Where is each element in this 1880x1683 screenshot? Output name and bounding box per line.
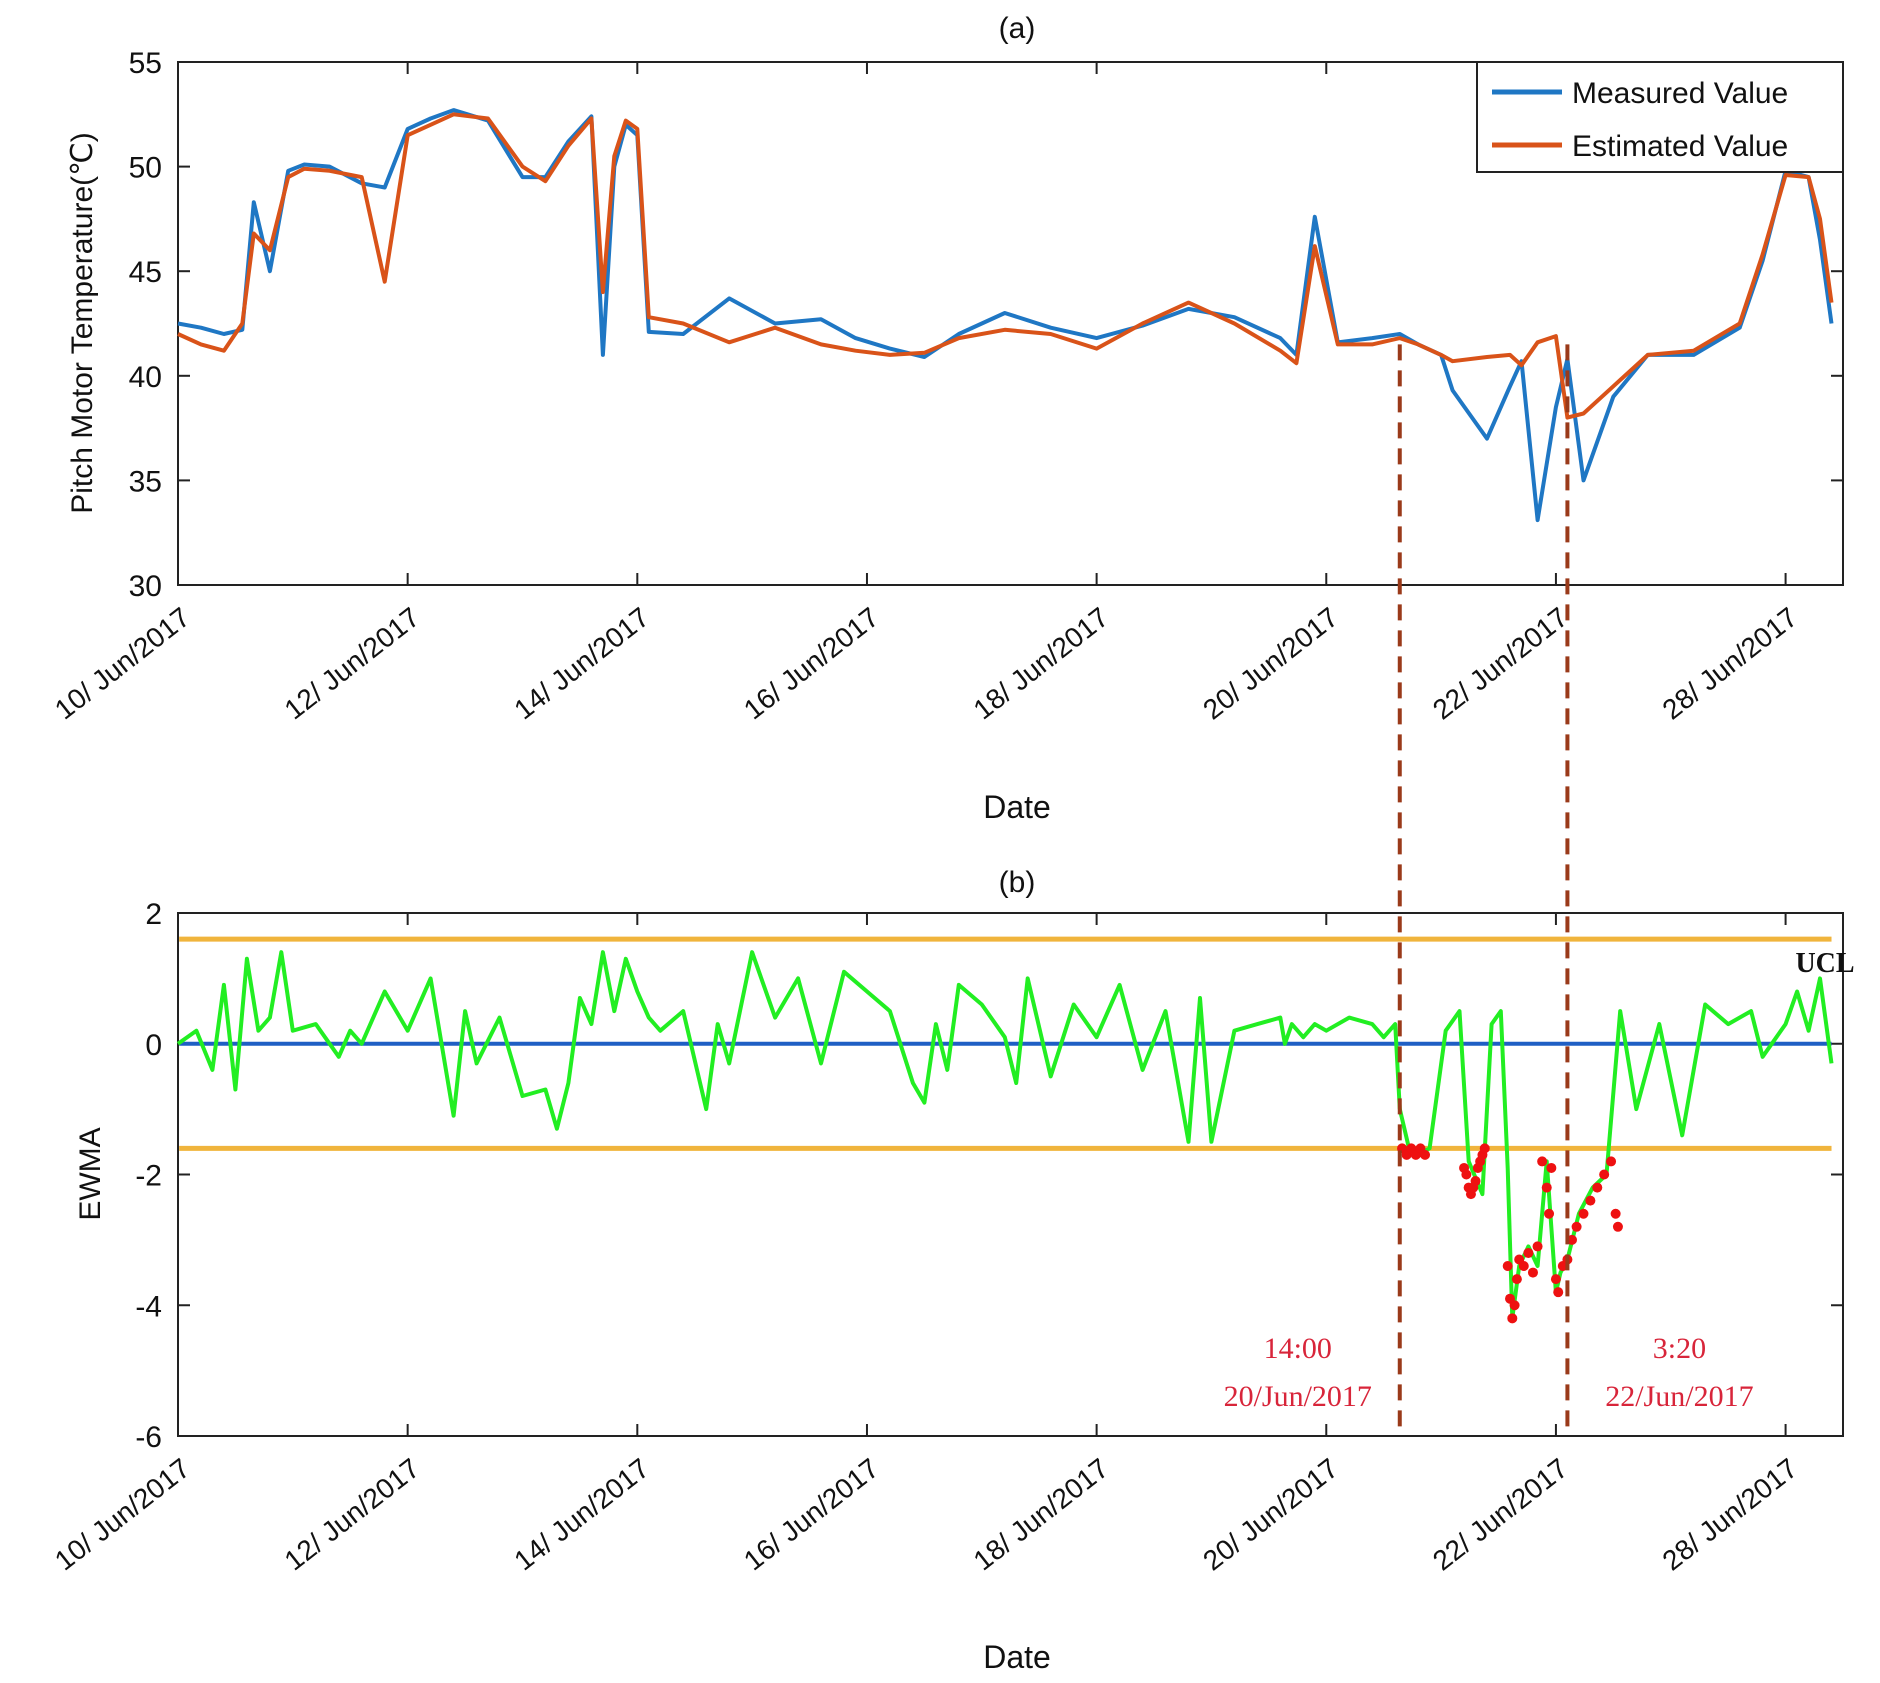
legend-label-measured: Measured Value bbox=[1572, 77, 1788, 110]
panel-b-series bbox=[176, 936, 1834, 1324]
series-measured-value bbox=[177, 108, 1834, 523]
alarm-point bbox=[1502, 1261, 1513, 1272]
alarm-point bbox=[1518, 1261, 1529, 1272]
alarm-point bbox=[1606, 1156, 1617, 1167]
panel-a-x-axis-label: Date bbox=[983, 789, 1051, 825]
panel-b-y-axis-label: EWMA bbox=[74, 1127, 107, 1220]
alarm-point bbox=[1599, 1169, 1610, 1180]
y-tick-label: -4 bbox=[135, 1290, 162, 1323]
alarm-point bbox=[1532, 1241, 1543, 1252]
annotation-end: 3:20 22/Jun/2017 bbox=[1605, 1332, 1753, 1413]
ucl-label: UCL bbox=[1795, 948, 1854, 979]
alarm-point bbox=[1567, 1234, 1578, 1245]
series-ewma-after-alarm bbox=[1397, 976, 1834, 1321]
alarm-point bbox=[1461, 1169, 1472, 1180]
y-tick-label: 30 bbox=[129, 570, 162, 603]
y-tick-label: 50 bbox=[129, 152, 162, 185]
alarm-point bbox=[1507, 1313, 1518, 1324]
panel-a-title: (a) bbox=[999, 12, 1036, 45]
legend-label-estimated: Estimated Value bbox=[1572, 130, 1788, 163]
annotation-end-date: 22/Jun/2017 bbox=[1605, 1380, 1753, 1413]
y-tick-label: 35 bbox=[129, 465, 162, 498]
y-tick-label: 55 bbox=[129, 47, 162, 80]
panel-a-series bbox=[177, 108, 1834, 523]
alarm-point bbox=[1523, 1247, 1534, 1258]
alarm-point bbox=[1610, 1208, 1621, 1219]
alarm-point bbox=[1546, 1162, 1557, 1173]
panel-b-ticks bbox=[177, 912, 1843, 1437]
panel-a-y-tick-labels: 30 35 40 45 50 55 bbox=[129, 47, 162, 603]
alarm-point bbox=[1550, 1274, 1561, 1285]
alarm-point bbox=[1553, 1287, 1564, 1298]
y-tick-label: -2 bbox=[135, 1160, 162, 1193]
y-tick-label: -6 bbox=[135, 1421, 162, 1454]
y-tick-label: 40 bbox=[129, 361, 162, 394]
alarm-point bbox=[1612, 1221, 1623, 1232]
panel-b-title: (b) bbox=[999, 866, 1036, 899]
alarm-point bbox=[1470, 1176, 1481, 1187]
annotation-start: 14:00 20/Jun/2017 bbox=[1224, 1332, 1372, 1413]
alarm-point bbox=[1544, 1208, 1555, 1219]
alarm-point bbox=[1420, 1149, 1431, 1160]
annotation-start-time: 14:00 bbox=[1264, 1332, 1332, 1365]
y-tick-label: 2 bbox=[145, 898, 162, 931]
alarm-point bbox=[1509, 1300, 1520, 1311]
y-tick-label: 45 bbox=[129, 256, 162, 289]
legend-box bbox=[1476, 61, 1844, 173]
series-ewma bbox=[176, 950, 1402, 1144]
panel-b-x-axis-label: Date bbox=[983, 1639, 1051, 1675]
panel-b-y-tick-labels: -6 -4 -2 0 2 bbox=[135, 898, 162, 1454]
alarm-point bbox=[1585, 1195, 1596, 1206]
annotation-end-time: 3:20 bbox=[1653, 1332, 1706, 1365]
panel-b-plot-area bbox=[177, 912, 1844, 1437]
alarm-point bbox=[1578, 1208, 1589, 1219]
alarm-point bbox=[1479, 1143, 1490, 1154]
alarm-point bbox=[1527, 1267, 1538, 1278]
panel-a-legend: Measured Value Estimated Value bbox=[1476, 61, 1844, 173]
alarm-point bbox=[1571, 1221, 1582, 1232]
alarm-point bbox=[1541, 1182, 1552, 1193]
panel-a-y-axis-label: Pitch Motor Temperature(℃) bbox=[66, 132, 99, 514]
y-tick-label: 0 bbox=[145, 1029, 162, 1062]
alarm-point bbox=[1511, 1274, 1522, 1285]
alarm-point bbox=[1537, 1156, 1548, 1167]
annotation-start-date: 20/Jun/2017 bbox=[1224, 1380, 1372, 1413]
alarm-point bbox=[1592, 1182, 1603, 1193]
series-estimated-value bbox=[177, 112, 1834, 420]
